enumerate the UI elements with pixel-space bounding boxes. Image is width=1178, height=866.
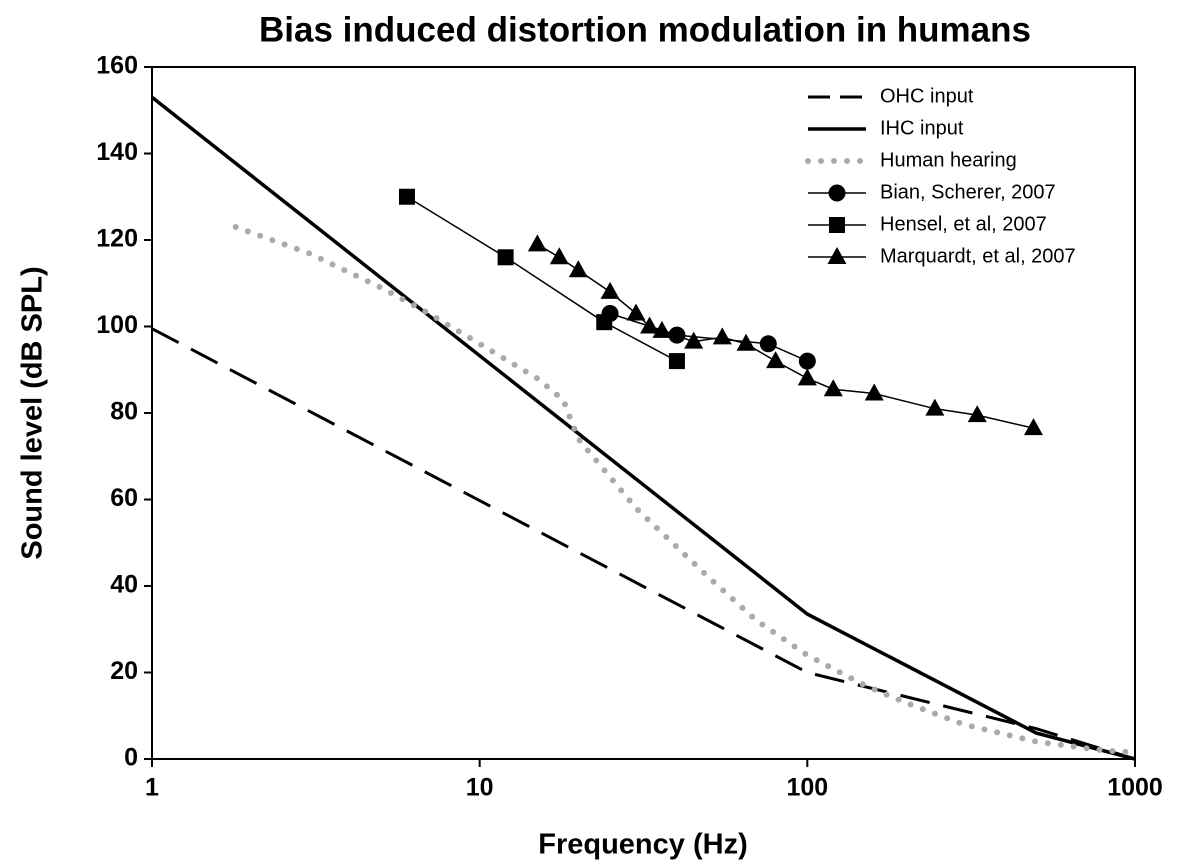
y-tick-label: 120: [96, 225, 138, 253]
marker: [398, 188, 415, 205]
marker: [1023, 418, 1043, 436]
marker: [766, 351, 786, 369]
legend-label: IHC input: [880, 117, 964, 139]
y-tick-label: 80: [110, 398, 138, 426]
marker: [549, 247, 569, 265]
marker: [684, 331, 704, 349]
y-tick-label: 20: [110, 657, 138, 685]
marker: [652, 320, 672, 338]
marker: [798, 352, 816, 370]
legend-label: Hensel, et al, 2007: [880, 213, 1047, 235]
y-tick-label: 160: [96, 52, 138, 80]
x-tick-label: 100: [786, 774, 828, 802]
x-tick-label: 1: [145, 774, 159, 802]
marker: [600, 281, 620, 299]
marker: [626, 303, 646, 321]
marker: [759, 335, 777, 353]
x-axis-label: Frequency (Hz): [538, 829, 747, 861]
marker: [925, 398, 945, 416]
marker: [864, 383, 884, 401]
marker: [668, 353, 685, 370]
marker: [967, 405, 987, 423]
marker: [827, 247, 847, 264]
legend-label: Bian, Scherer, 2007: [880, 181, 1056, 203]
y-tick-label: 100: [96, 311, 138, 339]
legend-label: Marquardt, et al, 2007: [880, 245, 1076, 267]
marker: [497, 249, 514, 266]
marker: [829, 217, 845, 233]
marker: [527, 234, 547, 252]
series-line: [536, 243, 1034, 429]
y-tick-label: 140: [96, 138, 138, 166]
series-line: [609, 312, 808, 362]
series-line: [151, 327, 1136, 761]
marker: [568, 260, 588, 278]
marker: [797, 368, 817, 386]
marker: [640, 316, 660, 334]
series-line: [232, 224, 1138, 756]
marker: [828, 184, 846, 202]
chart-title: Bias induced distortion modulation in hu…: [259, 10, 1031, 49]
series-line: [406, 196, 678, 362]
y-tick-label: 60: [110, 484, 138, 512]
x-tick-label: 10: [466, 774, 494, 802]
y-tick-label: 0: [124, 744, 138, 772]
x-tick-label: 1000: [1107, 774, 1163, 802]
marker: [712, 327, 732, 345]
y-tick-label: 40: [110, 571, 138, 599]
marker: [736, 333, 756, 351]
legend-label: OHC input: [880, 85, 974, 107]
y-axis-label: Sound level (dB SPL): [17, 266, 49, 559]
marker: [596, 314, 613, 331]
legend-label: Human hearing: [880, 149, 1017, 171]
marker: [823, 379, 843, 397]
